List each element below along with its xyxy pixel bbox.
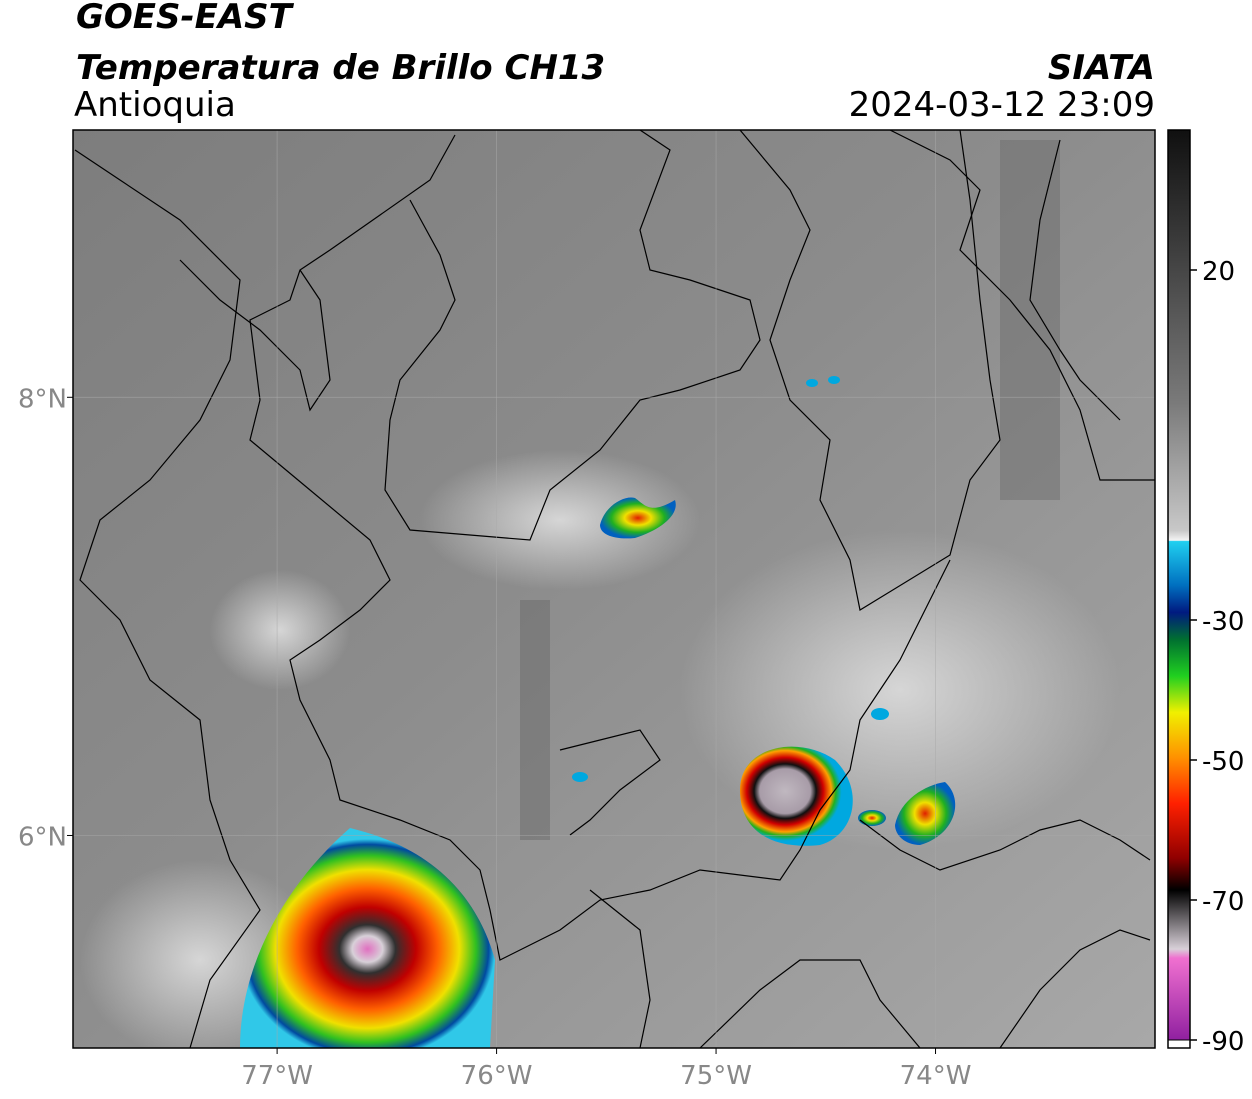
source: SIATA (1048, 48, 1155, 88)
map-frame (72, 129, 1156, 1049)
lat-tick-label: 8°N (18, 384, 67, 414)
lon-tick-label: 75°W (680, 1061, 752, 1091)
colorbar (1168, 130, 1190, 1040)
colorbar-tick-label: -30 (1202, 607, 1244, 637)
subtitle: Temperatura de Brillo CH13 (76, 48, 605, 88)
colorbar-tick-label: 20 (1202, 257, 1235, 287)
colorbar-tick-label: -50 (1202, 747, 1244, 777)
title: GOES-EAST (76, 0, 295, 37)
colorbar-tick-label: -90 (1202, 1027, 1244, 1057)
lat-tick-label: 6°N (18, 822, 67, 852)
datetime: 2024-03-12 23:09 (849, 85, 1155, 125)
region: Antioquia (74, 85, 236, 125)
borders (74, 130, 1155, 1048)
lon-tick-label: 74°W (900, 1061, 972, 1091)
lon-tick-label: 76°W (461, 1061, 533, 1091)
colorbar-tick-label: -70 (1202, 887, 1244, 917)
colorbar-frame (1167, 129, 1191, 1049)
lon-tick-label: 77°W (241, 1061, 313, 1091)
colorbar-extension (1167, 1039, 1191, 1049)
map-raster (73, 130, 1155, 1048)
